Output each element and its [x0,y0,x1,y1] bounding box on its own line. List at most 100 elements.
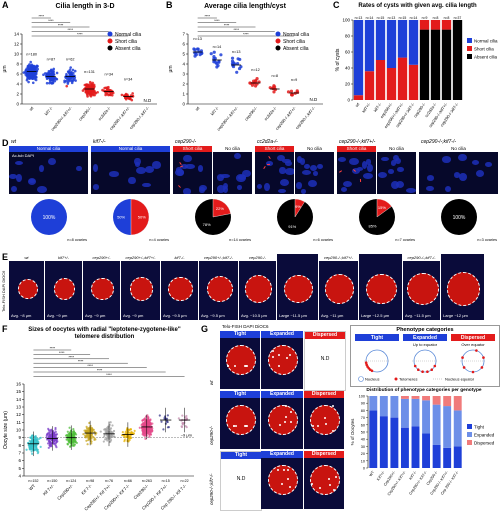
nucleus-blob [390,180,399,189]
nucleus-blob [222,182,229,190]
size-caption: Avg. ~11 μm [321,313,344,318]
panel-f-title-2: telomere distribution [74,334,135,340]
nucleus-blob [381,156,389,161]
legend-label: Expanded [474,432,495,437]
bar-segment [364,71,375,100]
data-point [92,85,95,89]
category-header: Tight [220,391,260,398]
genotype-label: cep290+/-;kif7-/- [199,254,238,261]
oocyte-tile: cep290+/- Avg. ~9 μm [83,254,120,320]
nucleus-blob [237,185,243,190]
legend-label: Dispersed [474,440,495,445]
data-point [138,426,141,429]
nucleus-blob [356,166,364,172]
data-point [86,430,89,433]
oocyte-nucleus [226,405,256,435]
phenotype-categories-box: Phenotype categories Tight Expanded Up to … [350,325,500,387]
nucleus-blob [14,160,23,165]
nucleus-blob [426,174,435,181]
chart-a: 0 2 4 6 8 10 12 14 μm n=180 wt n=87 kif7-/- n=62 cep29… [2,15,157,132]
telomere-dot [416,368,420,371]
y-tick-label: 80 [345,34,351,39]
telomere-dot [277,365,280,368]
data-point [195,47,200,51]
pie-label: 50% [117,215,125,220]
panel-b-title: Average cilia length/cyst [204,3,286,10]
chart-f: 4 5 6 7 8 9 10 11 12 13 14 15 16 Oocyte size (μm) ~9 μ… [3,347,194,511]
panel-f-label: F [2,324,8,334]
data-point [295,89,299,93]
data-point [70,443,73,447]
bar-segment [453,410,462,447]
data-point [185,417,189,420]
nucleus-blob [377,172,387,179]
nucleus-blob [485,162,492,168]
data-point [48,81,51,85]
micrograph-tile: Tight [220,391,260,449]
data-point [88,80,92,84]
y-tick-label: 12 [16,412,22,417]
n-label: n=9 [422,16,428,20]
nucleus-blob [302,169,312,175]
nucleus-blob [234,153,241,160]
y-tick-label: 8 [18,443,21,448]
data-point [31,438,34,441]
y-tick-label: 80 [361,409,365,413]
data-point [90,437,93,440]
n-label: n=13 [232,50,241,54]
nucleus-blob [285,168,294,176]
nucleus-blob [37,186,47,193]
pie-label: 9% [295,204,301,209]
data-point [149,433,152,436]
data-point [74,433,78,436]
data-point [141,432,145,435]
data-point [45,434,48,437]
n-label: n=22 [181,479,189,483]
bar-segment [422,396,431,401]
data-point [42,73,45,77]
legend-label: Normal cilia [474,39,498,44]
data-point [107,427,110,430]
y-tick-label: 60 [361,423,365,427]
chart-c: 0 20 40 60 80 100 % of cysts n=13 wt n=14 kif7+/- n… [335,16,498,129]
bar-segment [432,396,441,405]
telomere-dot [290,410,293,413]
data-point [106,434,109,438]
nucleus-blob [16,173,22,182]
nucleus-blob [310,164,318,171]
legend-swatch [275,31,281,37]
data-point [113,435,116,438]
legend-swatch [467,440,472,445]
nucleus-blob [282,158,292,164]
data-point [121,430,124,434]
legend-swatch [467,54,472,59]
n-label: n=152 [28,479,38,483]
y-axis-label: % of cysts [335,48,341,71]
telomere-dot [245,425,248,427]
data-point [109,421,112,424]
telomere-dot [287,469,290,472]
data-point [31,434,34,437]
data-point [50,81,53,85]
n-label: n=8 [444,16,450,20]
nucleus-blob [363,173,373,179]
micrograph-tile: Normal cilia [9,146,88,194]
data-point [54,433,58,436]
cilia-tag: Short cilia [337,146,376,152]
legend-label: Absent cilia [115,46,141,52]
pie-label: 91% [288,224,296,229]
nucleus-blob [340,187,348,193]
bar-segment [453,396,462,411]
x-tick-label: cep290-/-;kif7-/- [128,105,150,130]
data-point [25,448,28,451]
y-tick-label: 12 [14,42,20,47]
telomere-dot [365,363,368,367]
data-point [104,427,107,431]
data-point [103,435,106,438]
significance-stars: **** [50,347,56,351]
nucleus-blob [92,184,100,190]
x-tick-label: cc2d2a-/- [97,105,112,121]
nd-label: N.D [320,356,330,362]
micrograph-tile: Short cilia [173,146,212,194]
telomere-dot [433,364,437,368]
